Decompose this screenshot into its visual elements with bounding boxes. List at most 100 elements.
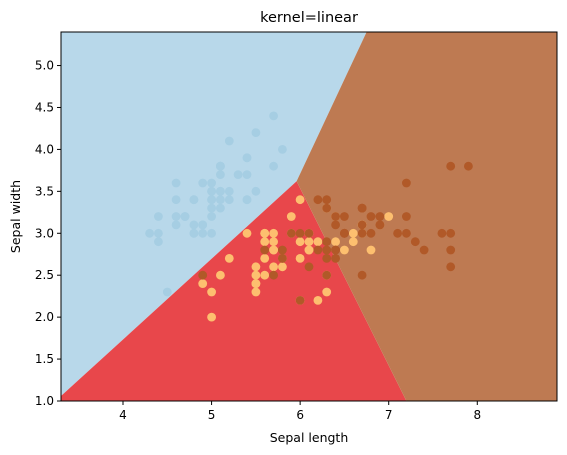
data-point xyxy=(278,145,287,154)
data-point xyxy=(357,228,367,238)
data-point xyxy=(171,212,181,221)
data-point xyxy=(224,195,234,205)
data-point xyxy=(251,186,261,196)
data-point xyxy=(446,245,456,255)
y-tick-label: 4.0 xyxy=(35,142,54,156)
y-tick-label: 5.0 xyxy=(35,59,54,73)
data-point xyxy=(340,245,349,255)
y-tick-label: 3.5 xyxy=(35,184,54,198)
data-point xyxy=(278,245,287,255)
virginica-region xyxy=(296,32,557,401)
data-point xyxy=(260,228,270,238)
y-axis: 1.0 1.5 2.0 2.5 3.0 3.5 4.0 4.5 5.0 xyxy=(35,59,61,408)
data-point xyxy=(198,270,208,280)
data-point xyxy=(366,212,376,221)
data-point xyxy=(366,228,376,238)
data-point xyxy=(154,228,163,238)
y-tick-label: 1.5 xyxy=(35,352,54,366)
data-point xyxy=(375,212,385,221)
data-point xyxy=(207,287,217,297)
data-point xyxy=(242,153,252,163)
data-point xyxy=(251,279,261,288)
data-point xyxy=(260,254,270,263)
versicolor-region xyxy=(61,181,407,401)
data-point xyxy=(331,212,340,221)
scatter-points xyxy=(145,111,473,322)
data-point xyxy=(340,212,349,221)
data-point xyxy=(216,270,225,280)
data-point xyxy=(322,270,332,280)
x-tick-label: 7 xyxy=(385,408,393,422)
data-point xyxy=(171,220,181,230)
data-point xyxy=(269,245,278,255)
data-point xyxy=(189,220,199,230)
data-point xyxy=(224,254,234,263)
data-point xyxy=(269,228,278,238)
data-point xyxy=(224,186,234,196)
y-tick-label: 1.0 xyxy=(35,394,54,408)
data-point xyxy=(198,220,208,230)
data-point xyxy=(393,228,402,238)
data-point xyxy=(233,170,243,180)
data-point xyxy=(198,279,208,288)
data-point xyxy=(251,287,261,297)
x-tick-label: 8 xyxy=(473,408,481,422)
data-point xyxy=(198,178,208,188)
data-point xyxy=(331,220,340,230)
data-point xyxy=(286,212,296,221)
data-point xyxy=(304,228,314,238)
y-tick-label: 3.0 xyxy=(35,226,54,240)
data-point xyxy=(251,262,261,272)
data-point xyxy=(216,170,225,180)
data-point xyxy=(384,212,394,221)
x-tick-label: 5 xyxy=(208,408,216,422)
data-point xyxy=(171,178,181,188)
data-point xyxy=(313,245,323,255)
x-axis-label: Sepal length xyxy=(270,430,349,445)
x-axis: 4 5 6 7 8 xyxy=(119,401,481,422)
data-point xyxy=(269,237,278,247)
data-point xyxy=(348,228,358,238)
data-point xyxy=(251,270,261,280)
data-point xyxy=(189,228,199,238)
x-tick-label: 6 xyxy=(296,408,304,422)
data-point xyxy=(242,170,252,180)
data-point xyxy=(304,262,314,272)
data-point xyxy=(304,237,314,247)
data-point xyxy=(402,178,411,188)
data-point xyxy=(402,212,411,221)
data-point xyxy=(162,287,172,297)
data-point xyxy=(154,237,163,247)
data-point xyxy=(357,270,367,280)
data-point xyxy=(251,128,261,138)
data-point xyxy=(304,245,314,255)
data-point xyxy=(216,161,225,171)
data-point xyxy=(207,186,217,196)
data-point xyxy=(313,237,323,247)
data-point xyxy=(464,161,473,171)
data-point xyxy=(375,220,385,230)
data-point xyxy=(348,237,358,247)
data-point xyxy=(171,195,181,205)
data-point xyxy=(207,212,217,221)
decision-regions xyxy=(61,32,557,401)
data-point xyxy=(216,203,225,213)
data-point xyxy=(322,245,332,255)
data-point xyxy=(269,161,278,171)
data-point xyxy=(437,228,447,238)
data-point xyxy=(145,228,155,238)
data-point xyxy=(446,228,456,238)
data-point xyxy=(357,203,367,213)
data-point xyxy=(189,195,199,205)
data-point xyxy=(269,270,278,280)
data-point xyxy=(269,111,278,121)
data-point xyxy=(269,262,278,272)
data-point xyxy=(366,245,376,255)
data-point xyxy=(216,186,225,196)
data-point xyxy=(331,245,340,255)
y-tick-label: 2.0 xyxy=(35,310,54,324)
y-axis-label: Sepal width xyxy=(8,180,23,253)
data-point xyxy=(446,161,456,171)
data-point xyxy=(207,178,217,188)
